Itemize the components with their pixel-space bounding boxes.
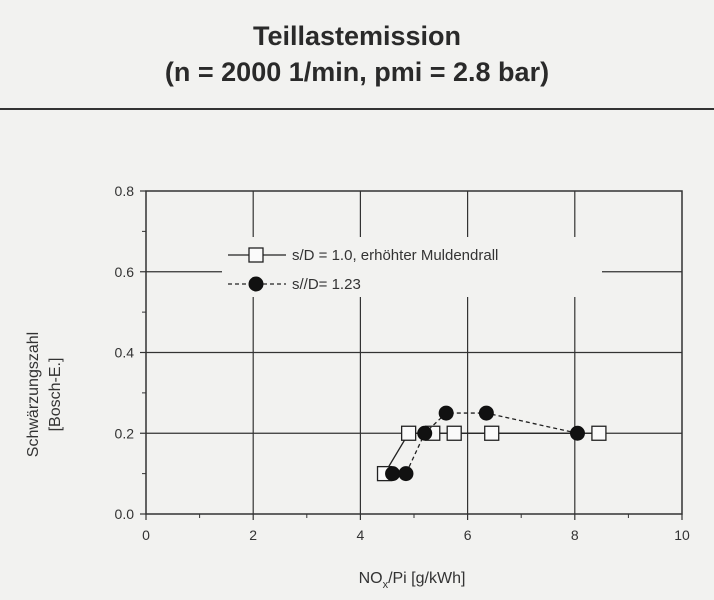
data-point-square bbox=[248, 247, 264, 263]
series-line-2 bbox=[392, 412, 578, 475]
x-tick-label: 2 bbox=[249, 527, 257, 543]
x-axis-label-rest: /Pi [g/kWh] bbox=[388, 570, 465, 587]
y-axis-label-line-2: [Bosch-E.] bbox=[47, 358, 64, 432]
y-tick-label: 0.0 bbox=[115, 506, 135, 522]
data-point-square bbox=[591, 425, 607, 441]
data-point-circle bbox=[398, 466, 414, 482]
title-line-2: (n = 2000 1/min, pmi = 2.8 bar) bbox=[164, 57, 550, 87]
y-tick-label: 0.4 bbox=[115, 345, 135, 361]
axis-ticks: 0 2 4 6 8 10 0.0 0.2 0.4 0.6 0.8 bbox=[115, 183, 690, 543]
x-tick-label: 10 bbox=[674, 527, 690, 543]
y-axis-label-line-1: Schwärzungszahl bbox=[25, 332, 42, 457]
data-point-square bbox=[484, 425, 500, 441]
data-point-circle bbox=[248, 276, 264, 292]
legend-label: s/D = 1.0, erhöhter Muldendrall bbox=[292, 247, 498, 264]
x-tick-label: 4 bbox=[357, 527, 365, 543]
data-point-circle bbox=[569, 425, 585, 441]
x-axis-label: NOx/Pi [g/kWh] bbox=[359, 570, 466, 591]
y-tick-label: 0.8 bbox=[115, 183, 135, 199]
legend-label: s//D= 1.23 bbox=[292, 276, 361, 293]
title-divider bbox=[0, 108, 714, 110]
legend-background bbox=[222, 237, 602, 297]
title-line-1: Teillastemission bbox=[252, 21, 462, 51]
data-point-square bbox=[400, 425, 417, 441]
series-layer bbox=[376, 405, 607, 482]
chart-title: Teillastemission (n = 2000 1/min, pmi = … bbox=[0, 18, 714, 90]
x-axis-label-main: NO bbox=[359, 570, 383, 587]
legend-entry-1: s/D = 1.0, erhöhter Muldendrall bbox=[228, 247, 498, 264]
legend: s/D = 1.0, erhöhter Muldendrall s//D= 1.2… bbox=[222, 237, 602, 297]
data-point-circle bbox=[478, 405, 494, 421]
y-axis-label: Schwärzungszahl [Bosch-E.] bbox=[25, 332, 64, 457]
data-point-circle bbox=[438, 405, 454, 421]
x-axis-label-subscript: x bbox=[383, 579, 389, 591]
series-2 bbox=[385, 405, 585, 482]
data-point-square bbox=[446, 425, 462, 441]
y-tick-label: 0.6 bbox=[115, 264, 135, 280]
legend-entry-2: s//D= 1.23 bbox=[228, 276, 361, 293]
x-tick-label: 6 bbox=[464, 527, 472, 543]
data-point-circle bbox=[385, 466, 401, 482]
y-tick-label: 0.2 bbox=[115, 425, 135, 441]
x-tick-label: 0 bbox=[142, 527, 150, 543]
data-point-circle bbox=[417, 425, 433, 441]
series-1 bbox=[376, 425, 607, 482]
x-tick-label: 8 bbox=[571, 527, 579, 543]
